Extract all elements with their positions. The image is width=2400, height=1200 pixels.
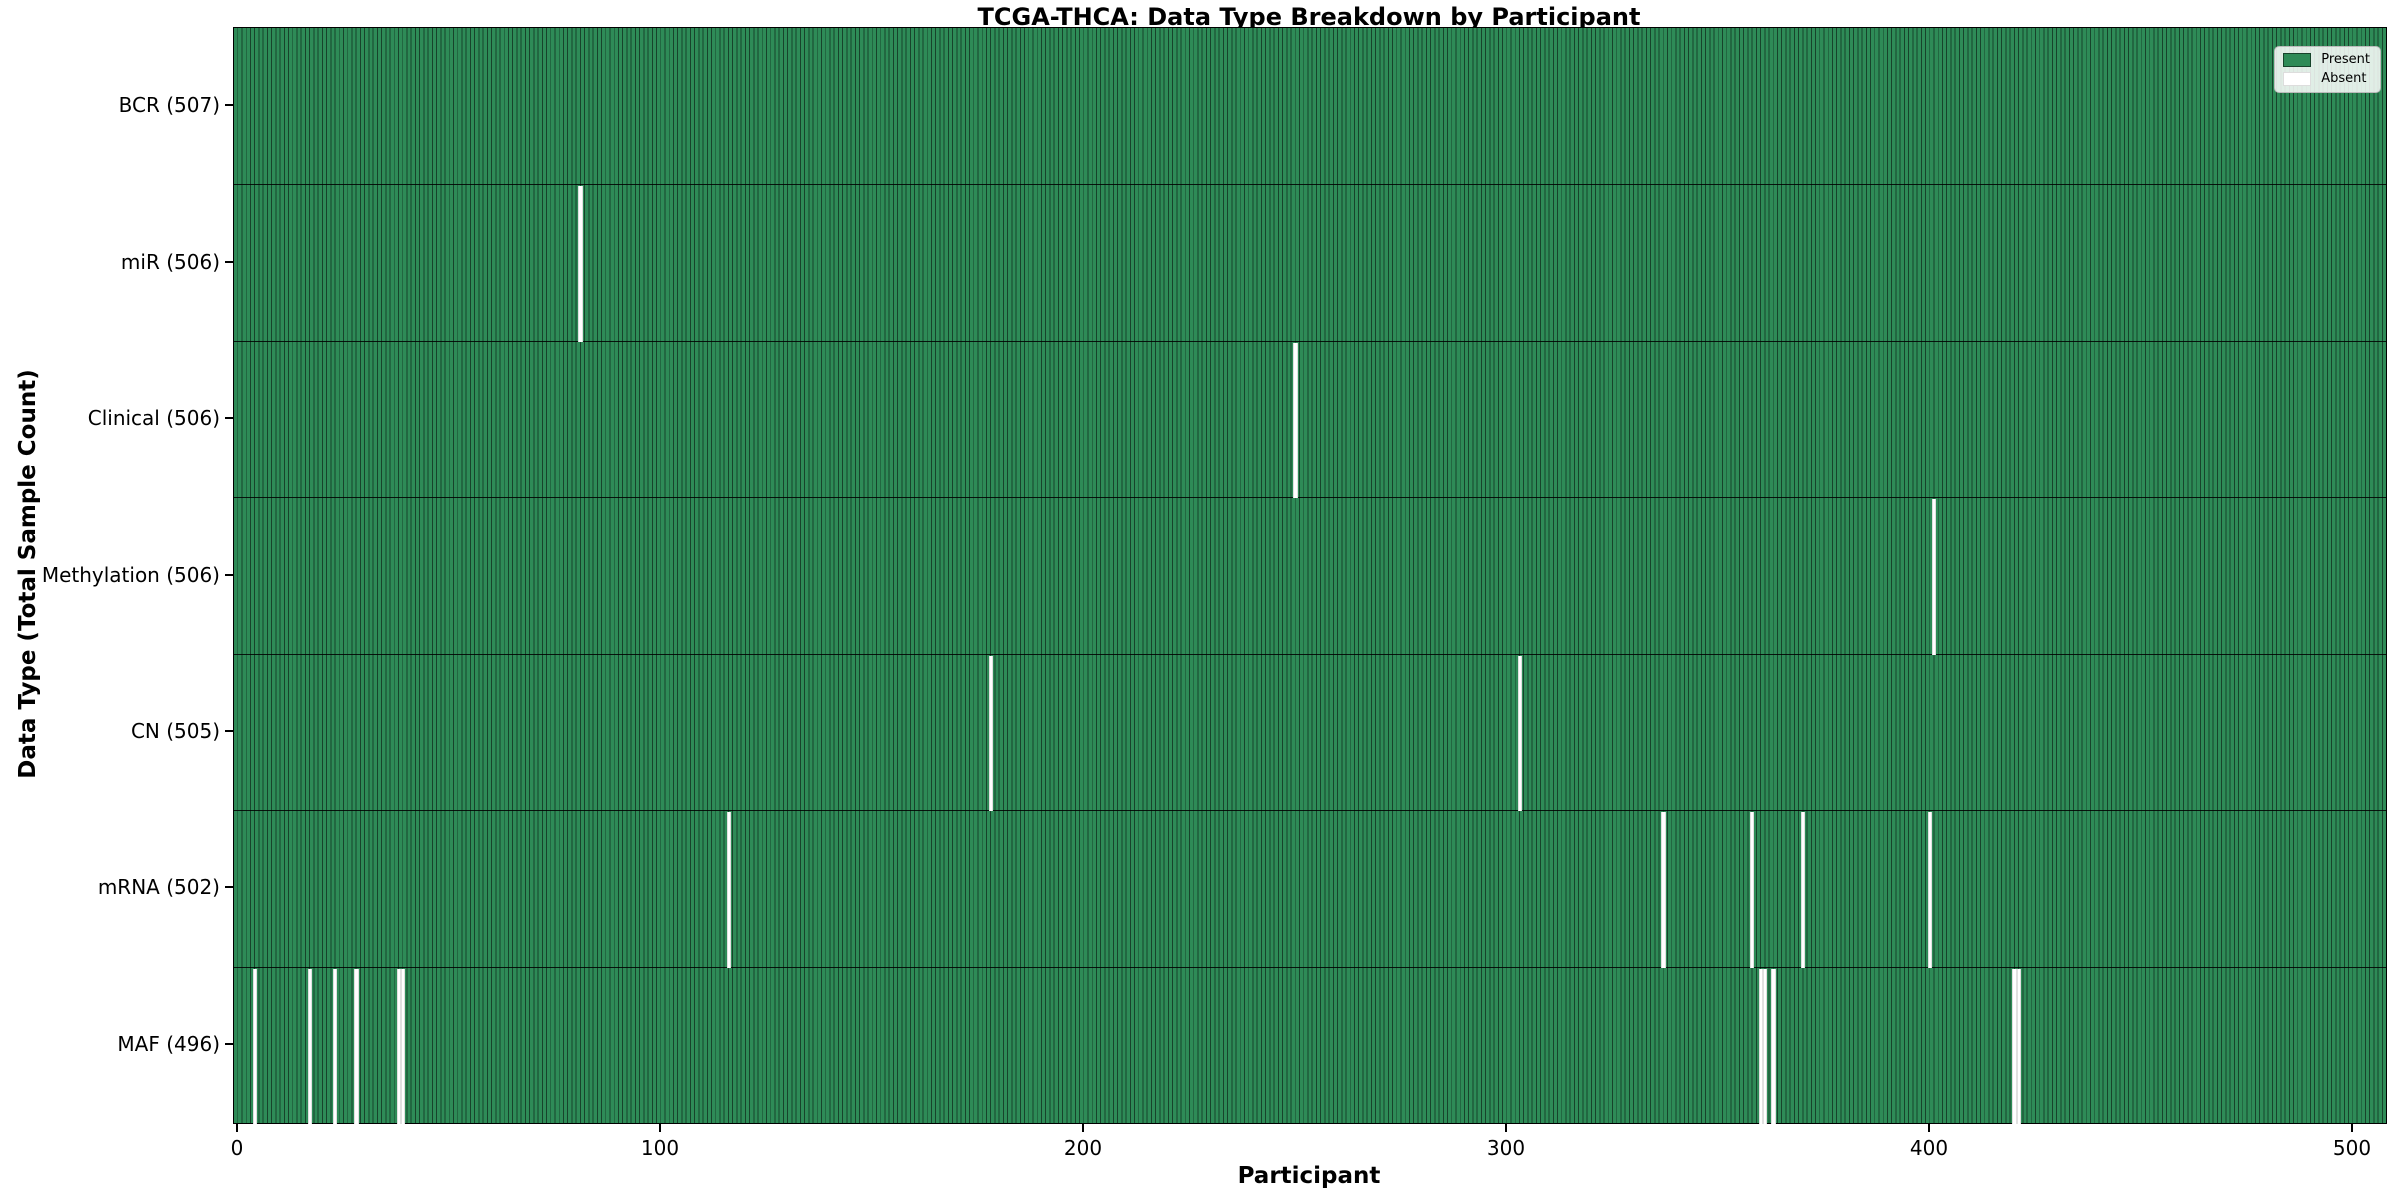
legend-swatch-absent [2283,72,2312,86]
x-tick-label: 100 [640,1136,680,1160]
absent-gap [1293,342,1298,499]
y-tick-label: Methylation (506) [41,562,220,587]
absent-gap [1762,968,1768,1124]
y-tick-mark [225,573,233,576]
x-tick-label: 300 [1486,1136,1526,1160]
data-row-cn [234,653,2386,812]
y-tick-mark [225,729,233,732]
legend-entry-absent: Absent [2283,72,2370,86]
y-tick-mark [225,260,233,263]
legend-label-present: Present [2321,52,2370,67]
y-tick-label: miR (506) [120,249,220,274]
absent-gap [252,968,258,1124]
chart-title: TCGA-THCA: Data Type Breakdown by Partic… [977,3,1641,31]
y-tick-mark [225,417,233,420]
x-tick-mark [2351,1124,2353,1132]
absent-gap [1932,499,1937,655]
absent-gap [396,968,401,1124]
y-tick-label: mRNA (502) [97,875,220,900]
x-tick-label: 500 [2332,1136,2372,1160]
absent-gap [2012,968,2017,1124]
legend-label-absent: Absent [2321,71,2367,86]
data-row-bcr [234,28,2386,185]
absent-gap [1750,812,1755,968]
x-tick-label: 0 [230,1136,244,1160]
absent-gap [726,812,731,968]
absent-gap [1758,968,1763,1124]
data-row-mrna [234,810,2386,968]
x-axis-label: Participant [1237,1163,1381,1189]
absent-gap [333,968,338,1124]
x-tick-label: 400 [1909,1136,1949,1160]
y-tick-mark [225,886,233,889]
plot-area: Present Absent [233,27,2387,1124]
x-tick-mark [1082,1124,1084,1132]
y-tick-mark [225,1042,233,1045]
y-tick-mark [225,104,233,107]
y-tick-label: CN (505) [130,718,220,743]
absent-gap [1927,812,1933,968]
x-tick-label: 200 [1063,1136,1103,1160]
data-row-maf [234,966,2386,1124]
x-tick-mark [1505,1124,1507,1132]
y-tick-label: MAF (496) [117,1031,220,1056]
absent-gap [578,186,583,342]
y-tick-label: BCR (507) [118,93,220,118]
absent-gap [354,968,359,1124]
y-tick-label: Clinical (506) [87,406,220,431]
absent-gap [1517,655,1522,812]
data-row-clinical [234,340,2386,499]
x-tick-mark [236,1124,238,1132]
x-tick-mark [659,1124,661,1132]
absent-gap [400,968,406,1124]
legend: Present Absent [2274,46,2381,93]
data-row-mir [234,184,2386,342]
absent-gap [1800,812,1806,968]
x-tick-mark [1928,1124,1930,1132]
absent-gap [307,968,313,1124]
legend-entry-present: Present [2283,53,2370,67]
legend-swatch-present [2283,53,2312,67]
absent-gap [1771,968,1776,1124]
absent-gap [1661,812,1666,968]
data-row-methylation [234,497,2386,655]
absent-gap [988,655,994,812]
absent-gap [2016,968,2021,1124]
